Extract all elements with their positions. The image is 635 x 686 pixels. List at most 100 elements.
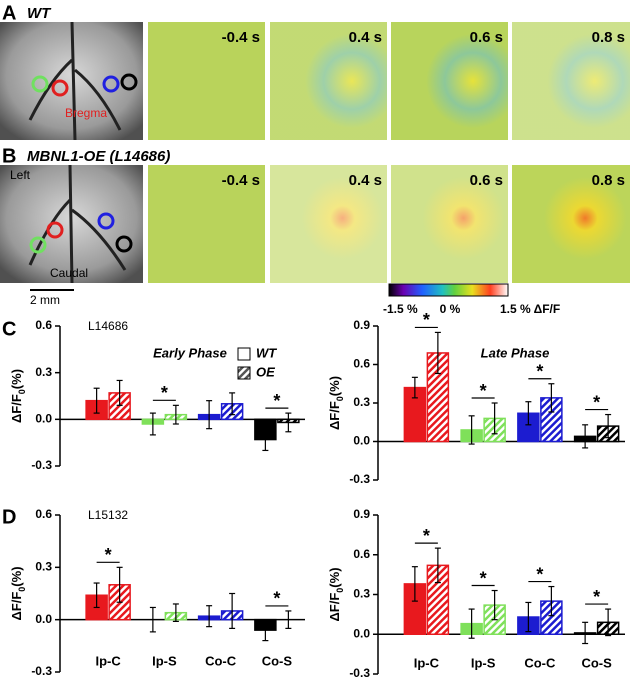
legend-label: OE	[256, 364, 275, 379]
chart-title: L15132	[88, 508, 128, 522]
error-bar	[491, 402, 498, 435]
frame	[512, 165, 630, 283]
y-label-part: ΔF/F	[327, 593, 342, 622]
y-label-part: (%)	[9, 369, 24, 389]
y-axis-label: ΔF/F0(%)	[9, 369, 27, 423]
error-bar	[149, 412, 156, 436]
y-axis-label: ΔF/F0(%)	[9, 566, 27, 620]
significance-star: *	[593, 392, 600, 412]
y-tick-label: 0.0	[353, 434, 370, 448]
significance-star: *	[480, 568, 487, 588]
significance-star: *	[105, 545, 112, 565]
legend-swatch	[237, 347, 251, 361]
error-bar	[285, 412, 292, 433]
image-row-b: Left Caudal B MBNL1-OE (L14686) -0.4 s 0…	[0, 145, 630, 316]
error-bar	[468, 415, 475, 445]
panel-letter: C	[2, 318, 16, 340]
significance-star: *	[273, 589, 280, 609]
error-bar	[172, 603, 179, 623]
error-bar	[411, 376, 418, 399]
roi	[97, 212, 115, 230]
y-tick-label: 0.6	[353, 357, 370, 371]
error-bar	[525, 601, 532, 633]
image-row-a: Bregma A WT -0.4 s 0.4 s 0.6 s 0.8 s	[0, 2, 630, 141]
error-bar	[206, 400, 213, 430]
time-label: 0.8 s	[592, 29, 625, 46]
colorbar	[388, 283, 509, 297]
error-bar	[149, 606, 156, 633]
y-tick-label: 0.6	[35, 507, 52, 521]
panel-letter: B	[2, 145, 16, 167]
error-bar	[411, 566, 418, 602]
error-bar	[262, 619, 269, 642]
significance-star: *	[480, 381, 487, 401]
y-tick-label: -0.3	[349, 472, 370, 486]
panel-label: MBNL1-OE (L14686)	[27, 148, 170, 165]
time-label: 0.6 s	[470, 29, 503, 46]
y-tick-label: 0.6	[353, 547, 370, 561]
frame	[391, 22, 508, 140]
y-tick-label: -0.3	[349, 666, 370, 680]
y-label-part: (%)	[9, 566, 24, 586]
error-bar	[434, 547, 441, 584]
error-bar	[582, 424, 589, 449]
error-bar	[229, 392, 236, 416]
vessels	[28, 21, 122, 141]
chart-subtitle: Late Phase	[481, 345, 550, 360]
frame	[512, 22, 630, 140]
significance-star: *	[423, 310, 430, 330]
error-bar	[285, 610, 292, 629]
roi	[120, 73, 138, 91]
x-tick-label: Co-S	[581, 655, 612, 670]
scale-bar-label: 2 mm	[30, 293, 60, 307]
error-bar	[525, 401, 532, 426]
error-bar	[605, 608, 612, 637]
panel-label: WT	[27, 5, 52, 22]
chart-subtitle: Early Phase	[153, 345, 227, 360]
y-tick-label: 0.3	[35, 560, 52, 574]
y-label-sub: 0	[17, 389, 27, 394]
error-bar	[229, 592, 236, 629]
legend-swatch	[237, 366, 251, 380]
roi	[46, 221, 64, 239]
frame	[148, 165, 265, 283]
frame	[391, 165, 508, 283]
error-bar	[582, 621, 589, 645]
roi	[115, 235, 133, 253]
roi	[31, 75, 49, 93]
y-tick-label: 0.3	[353, 587, 370, 601]
x-tick-label: Co-C	[524, 655, 556, 670]
y-tick-label: -0.3	[31, 664, 52, 678]
y-label-part: ΔF/F	[9, 592, 24, 621]
colorbar-label: 1.5 % ΔF/F	[500, 302, 560, 316]
x-tick-label: Ip-S	[471, 655, 496, 670]
error-bar	[548, 585, 555, 617]
y-label-part: ΔF/F	[9, 394, 24, 423]
error-bar	[468, 608, 475, 639]
significance-star: *	[423, 526, 430, 546]
roi	[29, 236, 47, 254]
caudal-label: Caudal	[50, 266, 88, 280]
y-label-sub: 0	[335, 396, 345, 401]
panel-letter: A	[2, 2, 16, 24]
x-tick-label: Ip-C	[414, 655, 440, 670]
y-tick-label: 0.3	[35, 365, 52, 379]
y-tick-label: 0.6	[35, 318, 52, 332]
roi	[51, 79, 69, 97]
error-bar	[116, 379, 123, 406]
y-label-sub: 0	[17, 587, 27, 592]
y-label-part: ΔF/F	[327, 401, 342, 430]
time-label: -0.4 s	[222, 29, 260, 46]
error-bar	[93, 387, 100, 414]
chart-title: L14686	[88, 319, 128, 333]
y-tick-label: 0.0	[353, 626, 370, 640]
frame	[148, 22, 265, 140]
y-label-sub: 0	[335, 588, 345, 593]
time-label: -0.4 s	[222, 172, 260, 189]
y-tick-label: 0.9	[353, 507, 370, 521]
left-label: Left	[10, 168, 31, 182]
error-bar	[93, 582, 100, 609]
y-tick-label: 0.3	[353, 395, 370, 409]
error-bar	[434, 331, 441, 375]
panel-letter: D	[2, 506, 16, 528]
